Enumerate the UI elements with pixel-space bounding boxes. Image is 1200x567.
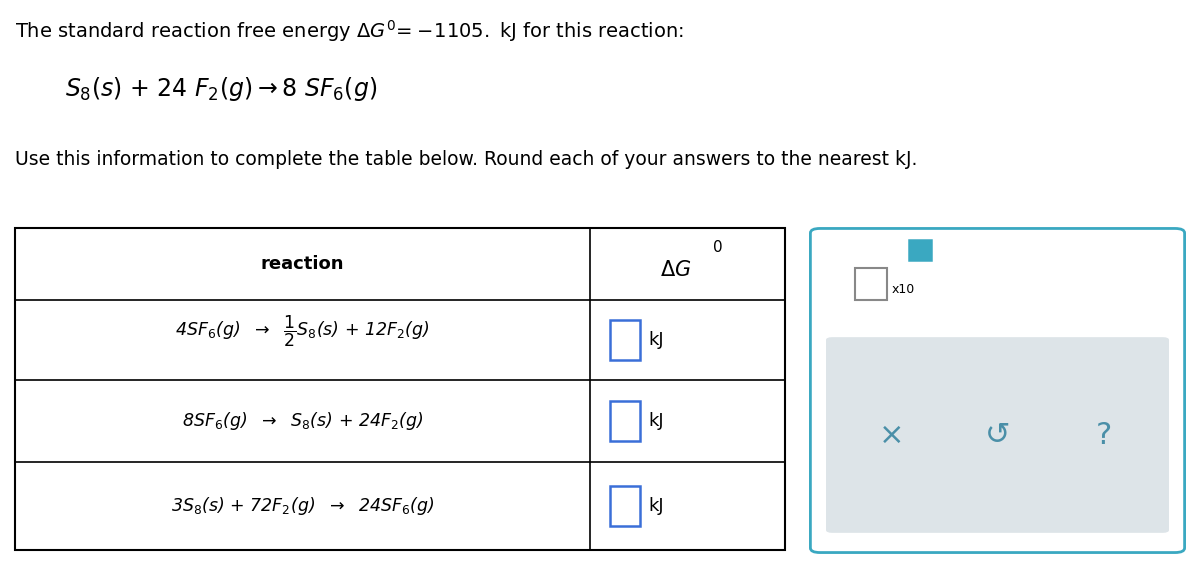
Bar: [854, 268, 887, 300]
Text: x10: x10: [892, 283, 916, 296]
Text: kJ: kJ: [648, 412, 664, 430]
Text: kJ: kJ: [648, 497, 664, 515]
Text: ?: ?: [1096, 421, 1111, 450]
Text: 3S$_8$(s) + 72F$_2$(g)  $\rightarrow$  24SF$_6$(g): 3S$_8$(s) + 72F$_2$(g) $\rightarrow$ 24S…: [170, 495, 434, 517]
Bar: [14, 228, 785, 550]
Text: 8SF$_6$(g)  $\rightarrow$  S$_8$(s) + 24F$_2$(g): 8SF$_6$(g) $\rightarrow$ S$_8$(s) + 24F$…: [181, 410, 424, 432]
FancyBboxPatch shape: [826, 337, 1169, 533]
Text: ×: ×: [878, 421, 905, 450]
Text: $\it{S_8(s)}$ + 24 $\it{F_2(g)}$$\rightarrow$8 $\it{SF_6(g)}$: $\it{S_8(s)}$ + 24 $\it{F_2(g)}$$\righta…: [65, 75, 377, 103]
Text: reaction: reaction: [260, 255, 344, 273]
Bar: [910, 240, 931, 260]
FancyBboxPatch shape: [810, 229, 1184, 552]
Text: The standard reaction free energy $\Delta G^0\!=\!-\!1105.$ kJ for this reaction: The standard reaction free energy $\Delt…: [14, 18, 684, 44]
Text: $\mathit{0}$: $\mathit{0}$: [712, 239, 722, 255]
Bar: [610, 320, 640, 360]
Text: Use this information to complete the table below. Round each of your answers to : Use this information to complete the tab…: [14, 150, 917, 169]
Text: $\Delta G$: $\Delta G$: [660, 260, 691, 280]
Bar: [610, 486, 640, 526]
Text: ↺: ↺: [985, 421, 1010, 450]
Bar: [610, 401, 640, 441]
Text: 4SF$_6$(g)  $\rightarrow$  $\dfrac{1}{2}$S$_8$(s) + 12F$_2$(g): 4SF$_6$(g) $\rightarrow$ $\dfrac{1}{2}$S…: [175, 314, 430, 349]
Text: kJ: kJ: [648, 331, 664, 349]
